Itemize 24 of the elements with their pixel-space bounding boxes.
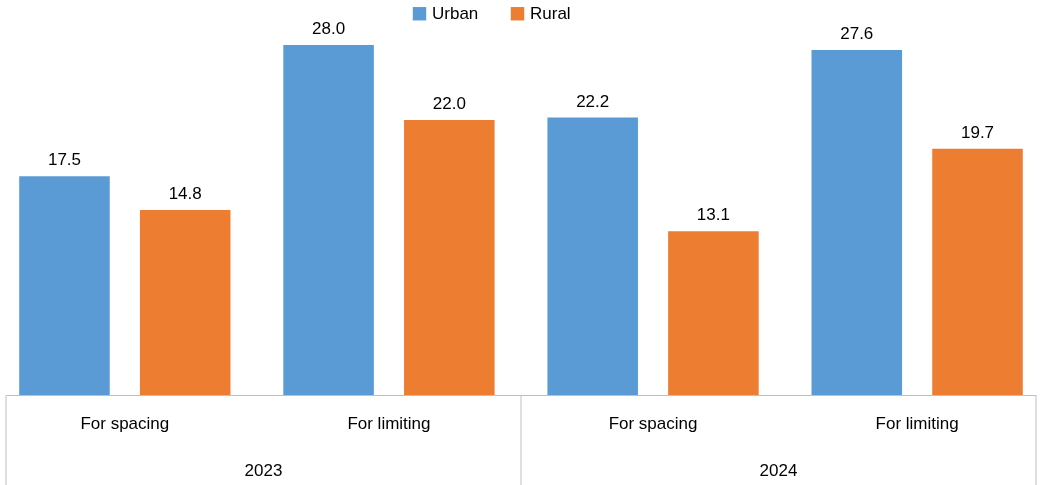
data-label: 14.8 <box>168 184 202 203</box>
legend-label: Urban <box>432 3 479 23</box>
bar <box>547 117 638 395</box>
bar <box>932 148 1023 395</box>
data-label: 19.7 <box>960 122 995 142</box>
data-label: 17.5 <box>47 150 82 170</box>
text: 2024 <box>759 461 798 480</box>
bar <box>404 120 495 395</box>
data-label: 22.0 <box>432 94 466 113</box>
bar <box>811 50 903 395</box>
x-tick-label: For spacing <box>80 413 170 433</box>
data-label: 27.6 <box>840 24 874 43</box>
bar <box>19 176 110 395</box>
bar <box>283 45 374 395</box>
text: 2023 <box>244 461 283 480</box>
data-label: 28.0 <box>312 19 346 38</box>
bar <box>668 231 759 395</box>
x-tick-label: For limiting <box>875 413 959 433</box>
data-label: 13.1 <box>696 205 730 225</box>
x-tick-label: For spacing <box>608 413 698 433</box>
bar <box>139 210 231 395</box>
x-tick-label: For limiting <box>347 413 431 433</box>
legend-label: Rural <box>530 3 571 23</box>
data-label: 22.2 <box>576 91 610 111</box>
